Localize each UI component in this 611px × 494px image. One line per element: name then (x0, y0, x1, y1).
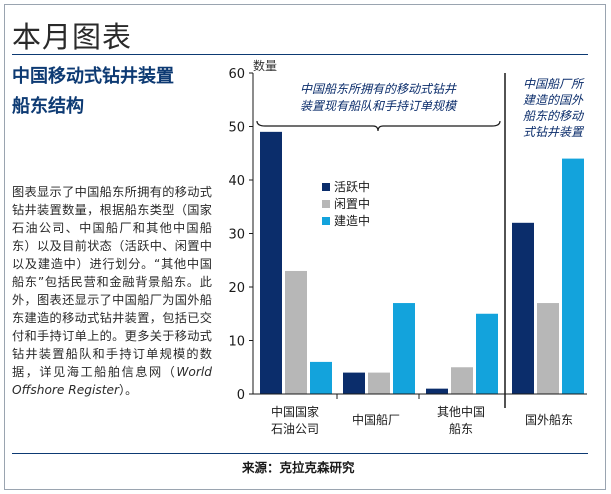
subtitle-line-1: 中国移动式钻井装置 (12, 66, 174, 87)
bar-idle-4 (537, 303, 559, 394)
annotation-right-line-4: 式钻井装置 (523, 125, 585, 139)
bar-building-2 (393, 303, 415, 394)
legend-swatch-active (322, 183, 330, 191)
y-tick-label: 40 (228, 174, 245, 189)
annotation-right-line-2: 建造的国外 (523, 93, 584, 107)
bar-active-3 (426, 388, 448, 394)
legend-swatch-building (322, 217, 330, 225)
legend-swatch-idle (322, 200, 330, 208)
bar-active-4 (512, 222, 534, 394)
description-text-1: 图表显示了中国船东所拥有的移动式钻井装置数量，根据船东类型（国家石油公司、中国船… (12, 185, 212, 379)
y-tick-label: 30 (228, 228, 245, 243)
legend-label-building: 建造中 (334, 213, 370, 228)
legend: 活跃中 闲置中 建造中 (322, 179, 370, 228)
y-tick-label: 10 (228, 335, 245, 350)
bar-idle-2 (368, 372, 390, 394)
description-text-2: ）。 (119, 383, 138, 397)
bar-building-1 (310, 361, 332, 394)
x-tick-label-3a: 其他中国 (437, 404, 485, 419)
y-tick-label: 50 (228, 121, 245, 136)
header-divider (12, 54, 588, 55)
y-axis-label: 数量 (253, 58, 277, 73)
bar-building-4 (562, 158, 584, 394)
y-tick-label: 60 (228, 67, 245, 82)
annotation-right-line-3: 船东的移动 (523, 109, 585, 123)
chart-subtitle: 中国移动式钻井装置 船东结构 (12, 62, 212, 122)
y-tick-label: 20 (228, 281, 245, 296)
x-tick-label-4: 国外船东 (525, 413, 573, 427)
bar-active-1 (260, 131, 282, 394)
y-tick-label: 0 (237, 388, 245, 403)
source-note: 来源：克拉克森研究 (242, 460, 355, 475)
annotation-brace (256, 120, 501, 132)
x-tick-label-1a: 中国国家 (271, 404, 319, 419)
bar-active-2 (343, 372, 365, 394)
x-tick-label-1b: 石油公司 (271, 422, 319, 436)
annotation-right-line-1: 中国船厂所 (523, 77, 585, 91)
subtitle-line-2: 船东结构 (12, 96, 84, 117)
bar-idle-3 (451, 367, 473, 394)
legend-label-active: 活跃中 (334, 179, 370, 194)
legend-label-idle: 闲置中 (334, 196, 370, 211)
bar-building-3 (476, 313, 498, 394)
footer-divider (12, 453, 588, 454)
x-tick-label-2: 中国船厂 (352, 412, 400, 427)
description-register-name: World Offshore Register (12, 365, 212, 397)
annotation-left-line-1: 中国船东所拥有的移动式钻井 (300, 82, 457, 96)
bar-idle-1 (285, 270, 307, 394)
chart-description: 图表显示了中国船东所拥有的移动式钻井装置数量，根据船东类型（国家石油公司、中国船… (12, 183, 212, 399)
x-tick-label-3b: 船东 (449, 422, 473, 436)
annotation-left-line-2: 装置现有船队和手持订单规模 (300, 99, 458, 113)
page-title: 本月图表 (12, 20, 133, 54)
